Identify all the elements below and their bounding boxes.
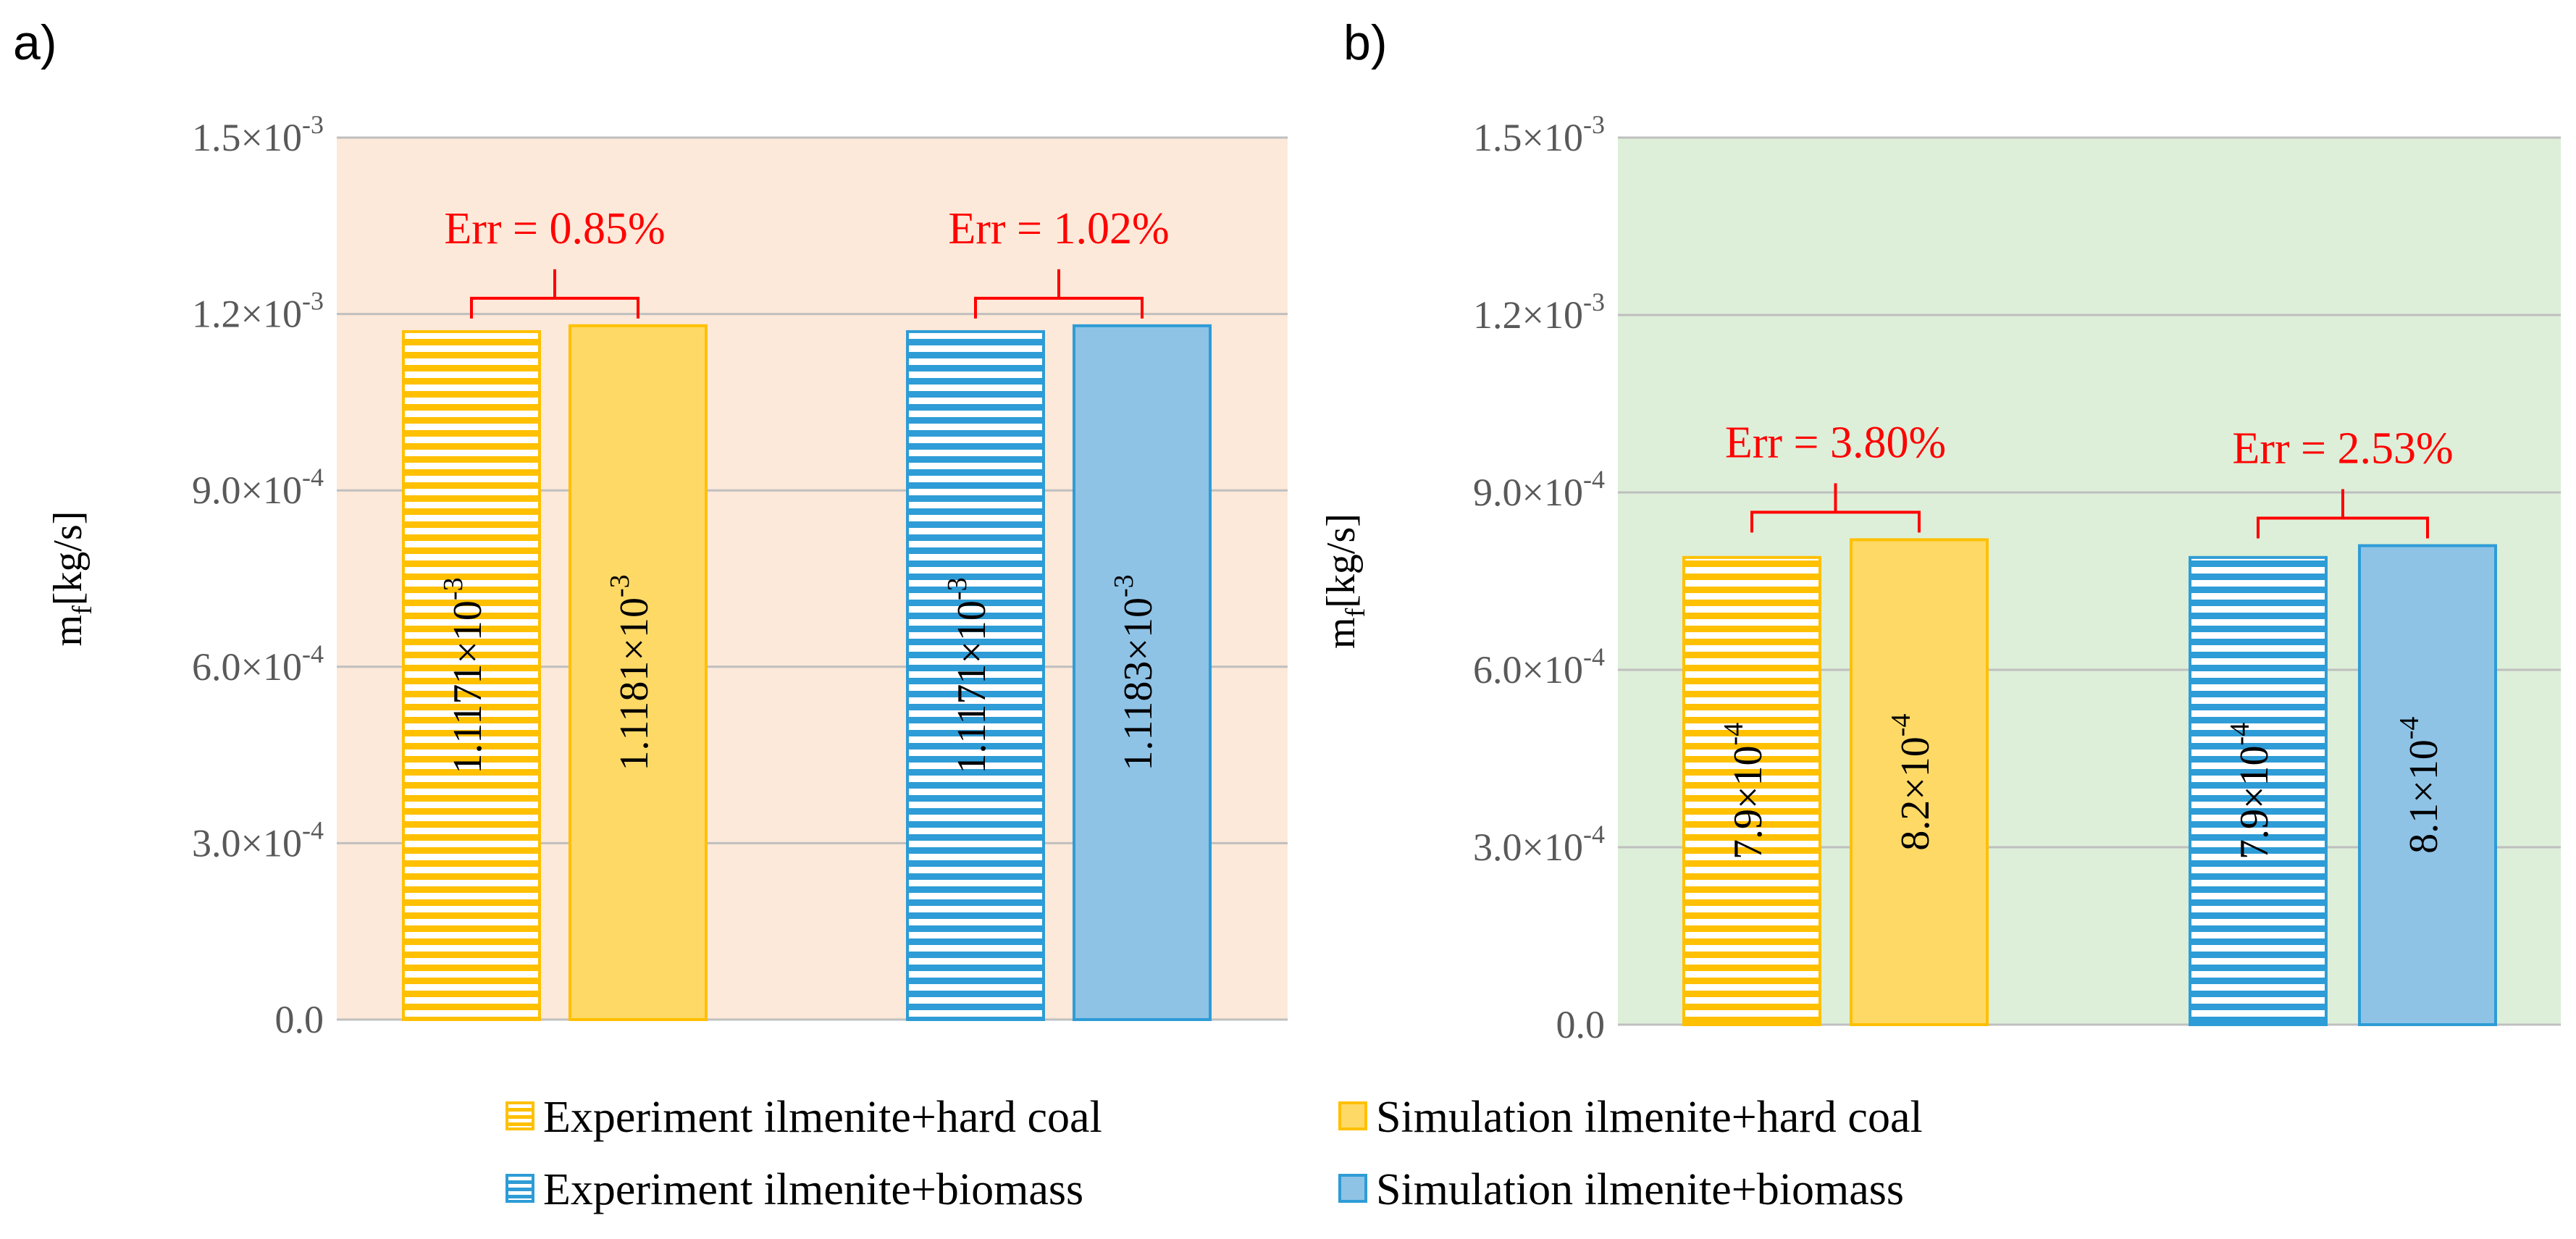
error-label: Err = 2.53% <box>2232 424 2453 474</box>
y-tick-label: 6.0×10-4 <box>192 639 324 689</box>
bar <box>569 324 708 1021</box>
y-tick-label: 1.2×10-3 <box>1473 287 1605 337</box>
legend-swatch <box>505 1174 534 1203</box>
panel-label: a) <box>13 15 56 70</box>
bar-value-label: 1.1171×10-3 <box>438 577 490 773</box>
panel-label: b) <box>1343 15 1387 70</box>
bar-value-label: 7.9×10-4 <box>1719 723 1771 860</box>
bar <box>2189 555 2328 1026</box>
legend-label: Simulation ilmenite+hard coal <box>1376 1093 1923 1142</box>
y-tick-label: 1.5×10-3 <box>1473 110 1605 159</box>
y-tick-label: 9.0×10-4 <box>1473 465 1605 514</box>
bar <box>906 329 1045 1021</box>
legend-swatch <box>505 1101 534 1130</box>
error-label: Err = 0.85% <box>444 204 665 253</box>
y-axis-label: mf[kg/s] <box>1319 513 1371 649</box>
legend-label: Experiment ilmenite+biomass <box>543 1165 1083 1214</box>
bar-value-label: 1.1181×10-3 <box>605 574 657 770</box>
y-axis-label: mf[kg/s] <box>46 511 98 647</box>
y-tick-label: 3.0×10-4 <box>1473 820 1605 869</box>
legend-label: Simulation ilmenite+biomass <box>1376 1165 1904 1214</box>
y-tick-label: 1.5×10-3 <box>192 110 324 159</box>
error-brace <box>470 269 639 319</box>
bar <box>402 329 541 1021</box>
y-tick-label: 0.0 <box>1556 1003 1606 1046</box>
error-brace <box>1750 483 1921 533</box>
bar <box>1850 538 1989 1026</box>
legend-swatch <box>1338 1174 1367 1203</box>
bar-value-label: 8.1×10-4 <box>2394 717 2446 854</box>
error-brace <box>2257 489 2429 539</box>
y-tick-label: 6.0×10-4 <box>1473 642 1605 692</box>
legend: Experiment ilmenite+hard coal Simulation … <box>505 1093 1923 1214</box>
y-tick-label: 9.0×10-4 <box>192 463 324 512</box>
legend-label: Experiment ilmenite+hard coal <box>543 1093 1102 1142</box>
bar <box>1682 555 1821 1026</box>
bar-value-label: 1.1171×10-3 <box>942 577 994 773</box>
error-label: Err = 1.02% <box>948 204 1169 253</box>
bar <box>1073 324 1212 1021</box>
chart-panel-a: a) 0.0 3.0×10-4 6.0×10-4 9.0×10-4 1.2×10-3 1.5… <box>13 15 1288 1041</box>
y-tick-label: 0.0 <box>275 998 324 1041</box>
bar <box>2358 544 2497 1026</box>
y-tick-label: 3.0×10-4 <box>192 815 324 865</box>
error-brace <box>974 269 1144 319</box>
bar-value-label: 8.2×10-4 <box>1886 714 1938 851</box>
chart-panel-b: b) 0.0 3.0×10-4 6.0×10-4 9.0×10-4 1.2×10-3 1.5… <box>1319 15 2561 1046</box>
y-tick-label: 1.2×10-3 <box>192 287 324 336</box>
error-label: Err = 3.80% <box>1725 418 1946 467</box>
bar-value-label: 7.9×10-4 <box>2225 723 2277 860</box>
bar-value-label: 1.1183×10-3 <box>1109 574 1161 770</box>
legend-swatch <box>1338 1101 1367 1130</box>
